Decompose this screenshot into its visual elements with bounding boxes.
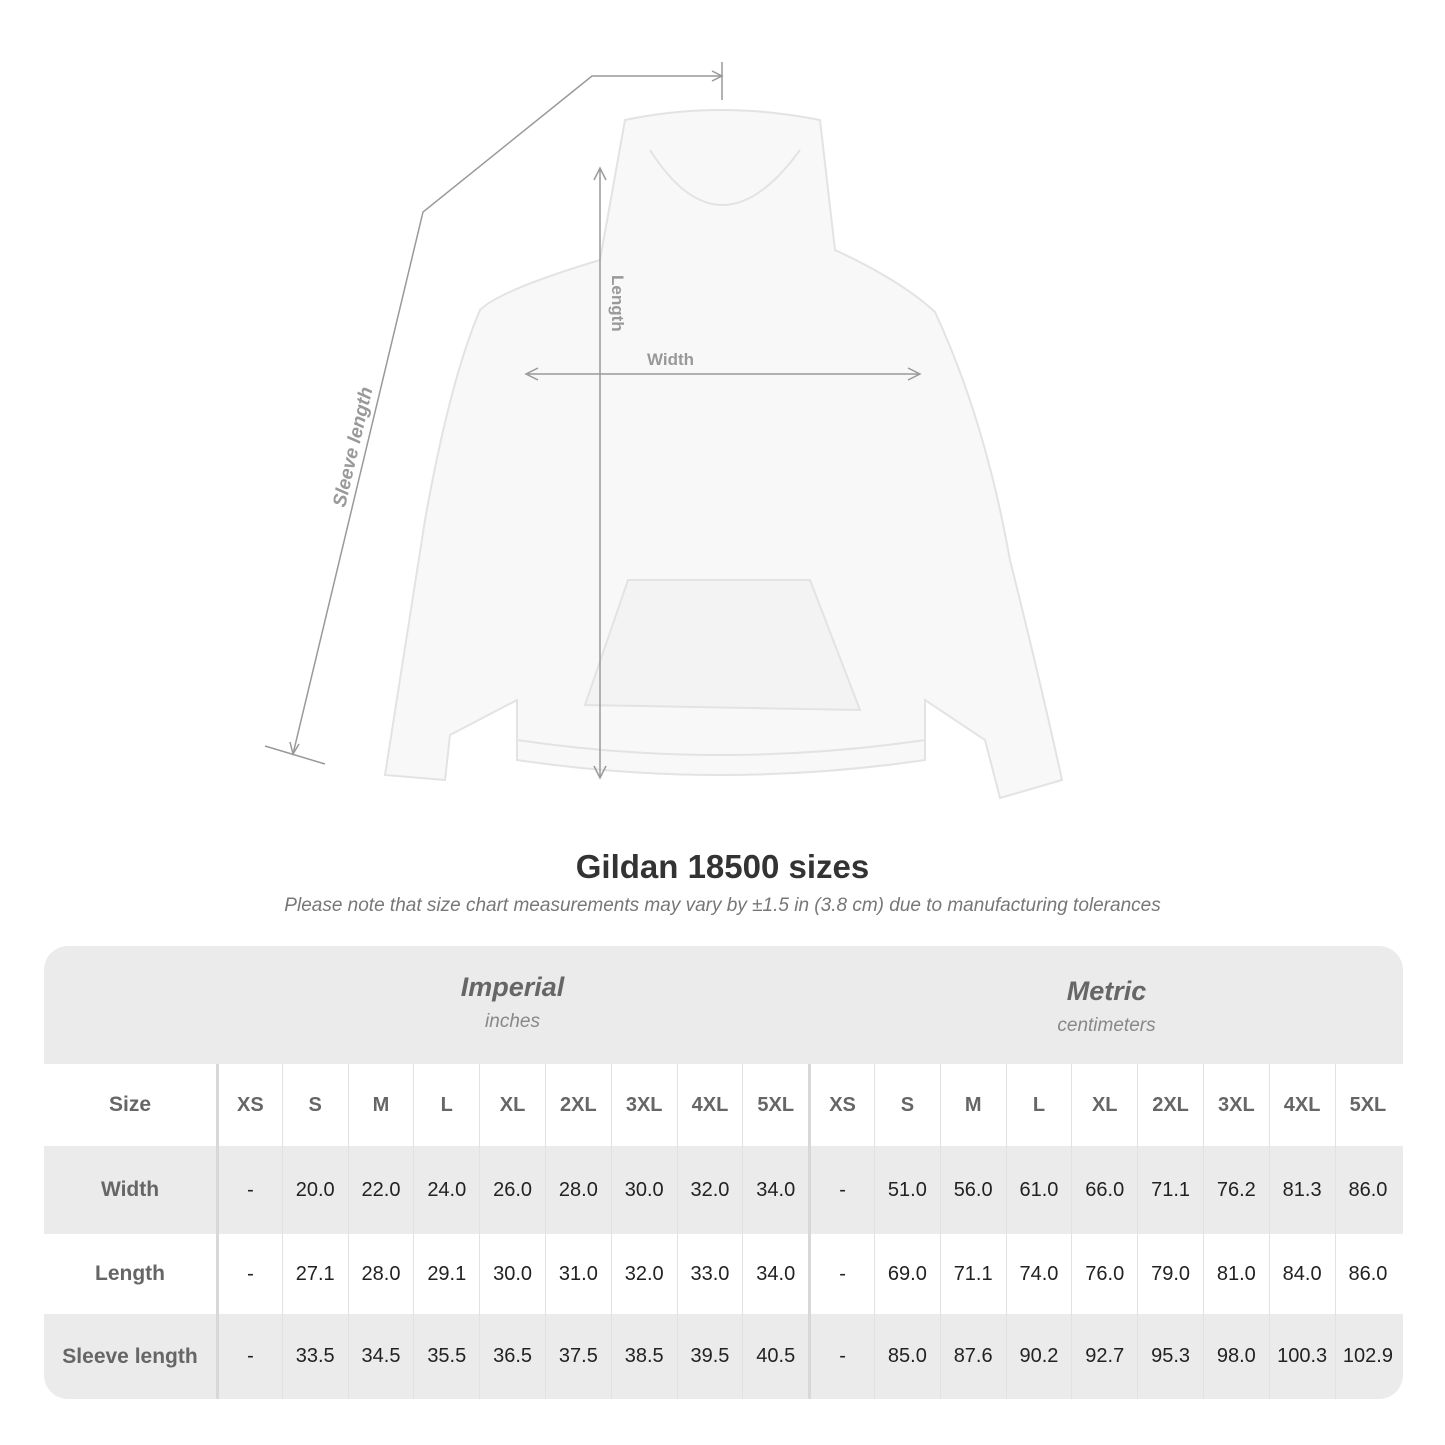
table-cell: 38.5 [610, 1314, 677, 1399]
size-header-cell: L [413, 1064, 479, 1146]
table-cell: 66.0 [1071, 1146, 1137, 1234]
table-cell: 86.0 [1334, 1146, 1401, 1234]
table-cell: 81.0 [1202, 1234, 1269, 1314]
table-cell: 34.5 [347, 1314, 414, 1399]
table-row: Sleeve length -33.5 34.5 35.5 36.5 37.5 38.5 39… [44, 1314, 1403, 1399]
table-cell: 30.0 [479, 1234, 545, 1314]
table-cell: 92.7 [1071, 1314, 1137, 1399]
size-header-cell: 4XL [1268, 1064, 1335, 1146]
table-cell: 56.0 [939, 1146, 1006, 1234]
table-cell: 33.5 [281, 1314, 348, 1399]
table-cell: 27.1 [281, 1234, 348, 1314]
table-row: Length -27.1 28.0 29.1 30.0 31.0 32.0 33.0 34.0-… [44, 1234, 1403, 1314]
table-row: Width -20.0 22.0 24.0 26.0 28.0 30.0 32.0 34.0-5… [44, 1146, 1403, 1234]
metric-heading: Metric [1066, 976, 1147, 1006]
size-header-row: Size XS S M L XL 2XL 3XL 4XL 5XL XS S M L XL 2XL 3XL 4XL 5… [44, 1064, 1403, 1146]
size-header-cell: S [281, 1064, 348, 1146]
table-cell: 79.0 [1137, 1234, 1203, 1314]
length-label: Length [608, 275, 627, 332]
table-cell: 95.3 [1137, 1314, 1203, 1399]
width-label: Width [647, 350, 694, 369]
metric-header: Metric centimeters [810, 946, 1403, 1064]
table-cell: 26.0 [479, 1146, 545, 1234]
table-cell: - [808, 1146, 874, 1234]
size-header-cell: M [347, 1064, 414, 1146]
table-cell: 29.1 [413, 1234, 479, 1314]
size-header-cell: XL [1071, 1064, 1137, 1146]
table-cell: 76.0 [1071, 1234, 1137, 1314]
hoodie-diagram: Length Width Sleeve length [264, 62, 1064, 800]
table-cell: 81.3 [1268, 1146, 1335, 1234]
table-cell: 20.0 [281, 1146, 348, 1234]
table-cell: 87.6 [939, 1314, 1006, 1399]
size-header-cell: 3XL [1202, 1064, 1269, 1146]
size-header-cell: 5XL [1334, 1064, 1401, 1146]
size-header-cell: L [1005, 1064, 1072, 1146]
table-cell: 40.5 [742, 1314, 808, 1399]
table-cell: 74.0 [1005, 1234, 1072, 1314]
table-cell: 102.9 [1334, 1314, 1401, 1399]
table-cell: 33.0 [676, 1234, 743, 1314]
size-header-cell: 3XL [610, 1064, 677, 1146]
page-title: Gildan 18500 sizes [575, 848, 870, 885]
table-cell: 86.0 [1334, 1234, 1401, 1314]
table-cell: 35.5 [413, 1314, 479, 1399]
table-cell: 98.0 [1202, 1314, 1269, 1399]
row-label: Width [100, 1178, 160, 1201]
table-cell: 76.2 [1202, 1146, 1269, 1234]
table-cell: 100.3 [1268, 1314, 1335, 1399]
size-header-cell: XS [808, 1064, 874, 1146]
table-cell: 69.0 [873, 1234, 940, 1314]
size-table: Imperial inches Metric centimeters Size X… [44, 946, 1403, 1399]
table-cell: 34.0 [742, 1146, 808, 1234]
table-cell: 32.0 [610, 1234, 677, 1314]
table-cell: 51.0 [873, 1146, 940, 1234]
size-header-cell: XS [216, 1064, 282, 1146]
table-cell: 39.5 [676, 1314, 743, 1399]
table-cell: 28.0 [347, 1234, 414, 1314]
row-label: Length [95, 1262, 165, 1285]
table-cell: 71.1 [1137, 1146, 1203, 1234]
table-cell: - [808, 1234, 874, 1314]
row-label: Sleeve length [62, 1344, 198, 1368]
table-cell: 84.0 [1268, 1234, 1335, 1314]
size-header-cell: 2XL [1137, 1064, 1203, 1146]
table-cell: 24.0 [413, 1146, 479, 1234]
table-cell: 34.0 [742, 1234, 808, 1314]
sleeve-length-label: Sleeve length [329, 385, 377, 509]
metric-unit: centimeters [1057, 1015, 1156, 1036]
table-cell: 32.0 [676, 1146, 743, 1234]
size-header-cell: 4XL [676, 1064, 743, 1146]
table-cell: 85.0 [873, 1314, 940, 1399]
table-cell: 31.0 [544, 1234, 611, 1314]
imperial-unit: inches [485, 1011, 540, 1032]
size-header-cell: 2XL [544, 1064, 611, 1146]
table-cell: - [808, 1314, 874, 1399]
imperial-heading: Imperial [460, 972, 565, 1002]
size-header-label: Size [108, 1093, 152, 1116]
table-cell: - [216, 1314, 282, 1399]
size-header-cell: S [873, 1064, 940, 1146]
table-cell: 71.1 [939, 1234, 1006, 1314]
table-cell: 61.0 [1005, 1146, 1072, 1234]
size-header-cell: 5XL [742, 1064, 808, 1146]
size-header-cell: XL [479, 1064, 545, 1146]
table-cell: 37.5 [544, 1314, 611, 1399]
measurement-lines [264, 62, 922, 780]
table-cell: - [216, 1146, 282, 1234]
size-header-cell: M [939, 1064, 1006, 1146]
table-cell: 90.2 [1005, 1314, 1072, 1399]
table-cell: 36.5 [479, 1314, 545, 1399]
table-cell: 22.0 [347, 1146, 414, 1234]
table-cell: - [216, 1234, 282, 1314]
imperial-header: Imperial inches [216, 946, 809, 1064]
table-cell: 28.0 [544, 1146, 611, 1234]
table-cell: 30.0 [610, 1146, 677, 1234]
hoodie-image [383, 109, 1064, 800]
tolerance-note: Please note that size chart measurements… [284, 895, 1161, 916]
